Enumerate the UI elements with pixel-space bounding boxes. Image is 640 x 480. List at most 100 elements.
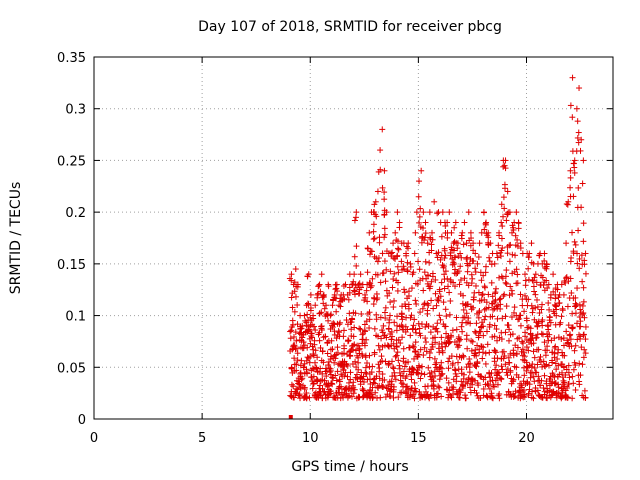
data-point [436, 384, 443, 391]
x-tick-label: 5 [198, 431, 206, 446]
data-point [315, 331, 322, 338]
data-point [329, 374, 336, 381]
data-point [440, 264, 447, 271]
data-point [334, 288, 341, 295]
data-point [572, 303, 579, 310]
data-point [291, 308, 298, 315]
data-point [480, 272, 487, 279]
data-point [540, 358, 547, 365]
data-point [532, 271, 539, 278]
data-point [430, 305, 437, 312]
data-point [373, 316, 380, 323]
data-point [377, 279, 384, 286]
data-point [437, 256, 444, 263]
data-point [429, 273, 436, 280]
data-point [375, 255, 382, 262]
data-point [428, 247, 435, 254]
data-point [321, 388, 328, 395]
data-point [579, 311, 586, 318]
data-point [422, 234, 429, 241]
data-point [405, 240, 412, 247]
data-point [379, 343, 386, 350]
data-point [522, 329, 529, 336]
data-point [521, 372, 528, 379]
data-point [484, 341, 491, 348]
data-point [470, 296, 477, 303]
data-point [551, 344, 558, 351]
data-point [539, 322, 546, 329]
data-point [482, 263, 489, 270]
data-point [413, 300, 420, 307]
data-point [532, 291, 539, 298]
data-point [364, 298, 371, 305]
data-point [426, 209, 433, 216]
data-point [445, 283, 452, 290]
data-point [405, 288, 412, 295]
data-point [386, 316, 393, 323]
data-point [321, 305, 328, 312]
data-point [579, 361, 586, 368]
data-point [421, 371, 428, 378]
data-point [470, 240, 477, 247]
data-point [329, 381, 336, 388]
zero-marker [288, 415, 293, 419]
data-point [472, 265, 479, 272]
data-point [580, 309, 587, 316]
data-point [498, 336, 505, 343]
data-point [504, 250, 511, 257]
data-point [418, 363, 425, 370]
data-point [325, 281, 332, 288]
data-point [383, 384, 390, 391]
data-point [560, 335, 567, 342]
data-point [377, 166, 384, 173]
data-point [393, 253, 400, 260]
data-point [468, 235, 475, 242]
data-point [381, 225, 388, 232]
data-point [391, 270, 398, 277]
data-point [569, 229, 576, 236]
data-point [307, 307, 314, 314]
data-point [502, 329, 509, 336]
data-point [534, 331, 541, 338]
data-point [576, 85, 583, 92]
data-point [442, 268, 449, 275]
data-point [310, 373, 317, 380]
data-point [441, 271, 448, 278]
data-point [439, 262, 446, 269]
data-point [528, 302, 535, 309]
data-point [398, 258, 405, 265]
data-point [512, 232, 519, 239]
data-point [310, 312, 317, 319]
data-point [345, 296, 352, 303]
data-point [305, 271, 312, 278]
data-point [558, 281, 565, 288]
y-tick-label: 0.15 [57, 258, 86, 273]
data-point [448, 394, 455, 401]
data-point [445, 379, 452, 386]
data-point [438, 233, 445, 240]
chart-title: Day 107 of 2018, SRMTID for receiver pbc… [198, 19, 502, 35]
data-point [502, 279, 509, 286]
data-point [578, 344, 585, 351]
data-point [438, 365, 445, 372]
data-point [334, 394, 341, 401]
data-point [440, 299, 447, 306]
data-point [527, 325, 534, 332]
data-point [379, 371, 386, 378]
data-point [496, 374, 503, 381]
data-point [461, 219, 468, 226]
data-point [368, 369, 375, 376]
data-point [410, 322, 417, 329]
data-point [467, 320, 474, 327]
data-point [402, 323, 409, 330]
data-point [479, 355, 486, 362]
data-point [525, 296, 532, 303]
data-point [348, 393, 355, 400]
data-point [442, 306, 449, 313]
data-point [484, 380, 491, 387]
data-point [475, 254, 482, 261]
data-point [342, 281, 349, 288]
data-point [581, 314, 588, 321]
data-point [437, 293, 444, 300]
data-point [582, 323, 589, 330]
